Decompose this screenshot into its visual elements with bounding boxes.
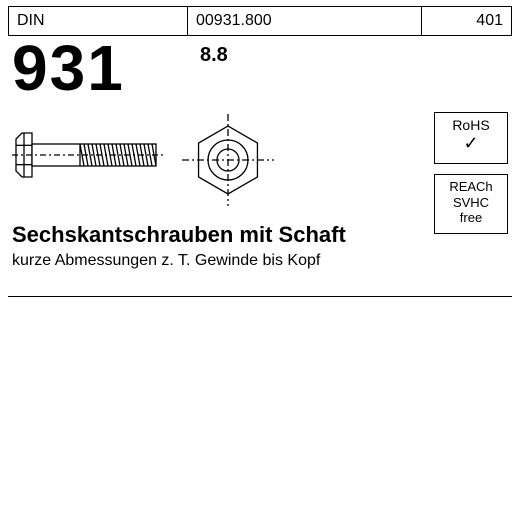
bottom-rule [8, 296, 512, 297]
header-cell-code: 00931.800 [188, 6, 422, 36]
reach-badge: REACh SVHC free [434, 174, 508, 234]
rohs-label: RoHS [437, 117, 505, 134]
hex-front-view [178, 110, 278, 210]
check-icon: ✓ [437, 134, 505, 152]
page: DIN 00931.800 401 931 8.8 RoHS ✓ REACh S… [0, 0, 520, 520]
header-cell-right: 401 [422, 6, 512, 36]
product-title: Sechskantschrauben mit Schaft [12, 222, 346, 248]
bolt-side-view [12, 120, 172, 190]
din-number: 931 [12, 36, 125, 100]
reach-line1: REACh [437, 179, 505, 195]
product-subtitle: kurze Abmessungen z. T. Gewinde bis Kopf [12, 252, 320, 270]
reach-line2: SVHC [437, 195, 505, 211]
rohs-badge: RoHS ✓ [434, 112, 508, 164]
reach-line3: free [437, 210, 505, 226]
strength-grade: 8.8 [200, 44, 228, 67]
